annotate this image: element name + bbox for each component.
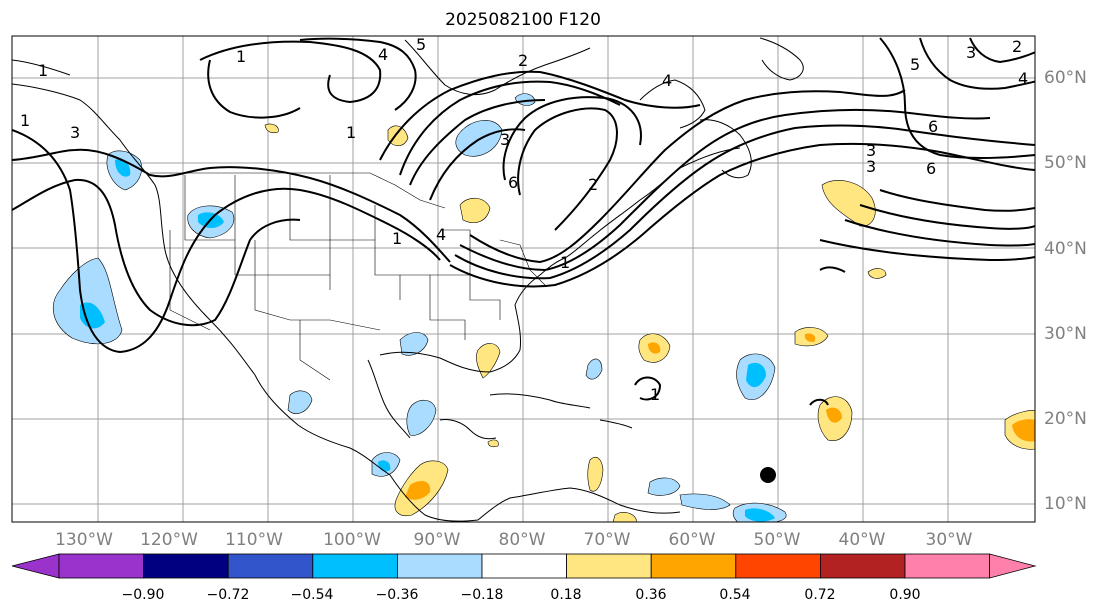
lon-label: 90°W bbox=[413, 530, 461, 550]
contour-label: 3 bbox=[866, 157, 876, 176]
lon-label: 40°W bbox=[838, 530, 886, 550]
colorbar-bin bbox=[735, 553, 821, 579]
colorbar-bin bbox=[143, 553, 229, 579]
positive-shading bbox=[264, 123, 1035, 522]
colorbar-bin bbox=[566, 553, 652, 579]
colorbar bbox=[11, 553, 1037, 579]
lat-label: 10°N bbox=[1044, 494, 1087, 514]
contour-label: 4 bbox=[436, 225, 446, 244]
negative-shading bbox=[52, 93, 787, 522]
contour-label: 5 bbox=[416, 35, 426, 54]
contour-label: 3 bbox=[500, 130, 510, 149]
lon-label: 50°W bbox=[753, 530, 801, 550]
map-plot-area: 1 1 1 3 4 5 2 1 3 4 6 5 3 4 6 3 6 3 2 1 … bbox=[12, 35, 1035, 522]
colorbar-tick-label: −0.72 bbox=[206, 587, 250, 603]
grid-lines bbox=[12, 36, 1035, 522]
colorbar-tick-label: 0.90 bbox=[889, 587, 921, 603]
contour-label: 4 bbox=[378, 45, 388, 64]
contour-label: 6 bbox=[508, 173, 518, 192]
storm-position-marker bbox=[760, 467, 776, 483]
contour-label: 1 bbox=[560, 253, 570, 272]
colorbar-bin bbox=[904, 553, 990, 579]
colorbar-extend-high bbox=[989, 553, 1037, 579]
contour-label: 5 bbox=[910, 55, 920, 74]
lon-label: 120°W bbox=[140, 530, 198, 550]
colorbar-tick-label: 0.18 bbox=[550, 587, 582, 603]
contour-label-group: 1 1 1 3 4 5 2 1 3 4 6 5 3 4 6 3 6 3 2 1 … bbox=[20, 35, 1028, 404]
colorbar-bin bbox=[481, 553, 567, 579]
map-frame bbox=[11, 35, 1036, 523]
lon-label: 110°W bbox=[225, 530, 283, 550]
contour-label: 6 bbox=[926, 159, 936, 178]
lon-label: 30°W bbox=[925, 530, 973, 550]
colorbar-extend-low bbox=[11, 553, 60, 579]
colorbar-tick-label: −0.54 bbox=[290, 587, 334, 603]
lat-label: 60°N bbox=[1044, 68, 1087, 88]
contour-label: 4 bbox=[662, 71, 672, 90]
lon-label: 80°W bbox=[498, 530, 546, 550]
map-title: 2025082100 F120 bbox=[445, 10, 601, 30]
colorbar-bin bbox=[58, 553, 144, 579]
lat-label: 30°N bbox=[1044, 324, 1087, 344]
colorbar-bin bbox=[820, 553, 906, 579]
colorbar-tick-label: 0.72 bbox=[804, 587, 836, 603]
colorbar-bin bbox=[650, 553, 737, 579]
colorbar-tick-label: −0.36 bbox=[375, 587, 419, 603]
state-borders bbox=[150, 172, 546, 381]
lon-label: 100°W bbox=[323, 530, 381, 550]
contour-label: 1 bbox=[38, 61, 48, 80]
contour-label: 1 bbox=[650, 385, 660, 404]
contour-label: 6 bbox=[928, 117, 938, 136]
colorbar-tick-label: −0.18 bbox=[460, 587, 504, 603]
contour-label: 1 bbox=[236, 47, 246, 66]
lat-label: 40°N bbox=[1044, 239, 1087, 259]
contour-label: 3 bbox=[966, 43, 976, 62]
lon-label: 130°W bbox=[55, 530, 113, 550]
colorbar-tick-label: −0.90 bbox=[121, 587, 165, 603]
lon-label: 60°W bbox=[668, 530, 716, 550]
lat-label: 50°N bbox=[1044, 153, 1087, 173]
contour-label: 2 bbox=[588, 175, 598, 194]
colorbar-bin bbox=[396, 553, 483, 579]
colorbar-bin bbox=[312, 553, 398, 579]
contour-label: 3 bbox=[70, 123, 80, 142]
colorbar-tick-label: 0.36 bbox=[635, 587, 667, 603]
contour-label: 1 bbox=[392, 229, 402, 248]
contour-label: 2 bbox=[518, 51, 528, 70]
contour-label: 2 bbox=[1012, 37, 1022, 56]
lon-label: 70°W bbox=[583, 530, 631, 550]
colorbar-bin bbox=[227, 553, 314, 579]
contour-label: 1 bbox=[20, 111, 30, 130]
contour-label: 4 bbox=[1018, 69, 1028, 88]
coastlines bbox=[12, 37, 804, 522]
contour-label: 3 bbox=[866, 141, 876, 160]
lat-label: 20°N bbox=[1044, 409, 1087, 429]
contour-lines bbox=[12, 37, 1035, 406]
contour-label: 1 bbox=[346, 123, 356, 142]
colorbar-tick-label: 0.54 bbox=[719, 587, 751, 603]
